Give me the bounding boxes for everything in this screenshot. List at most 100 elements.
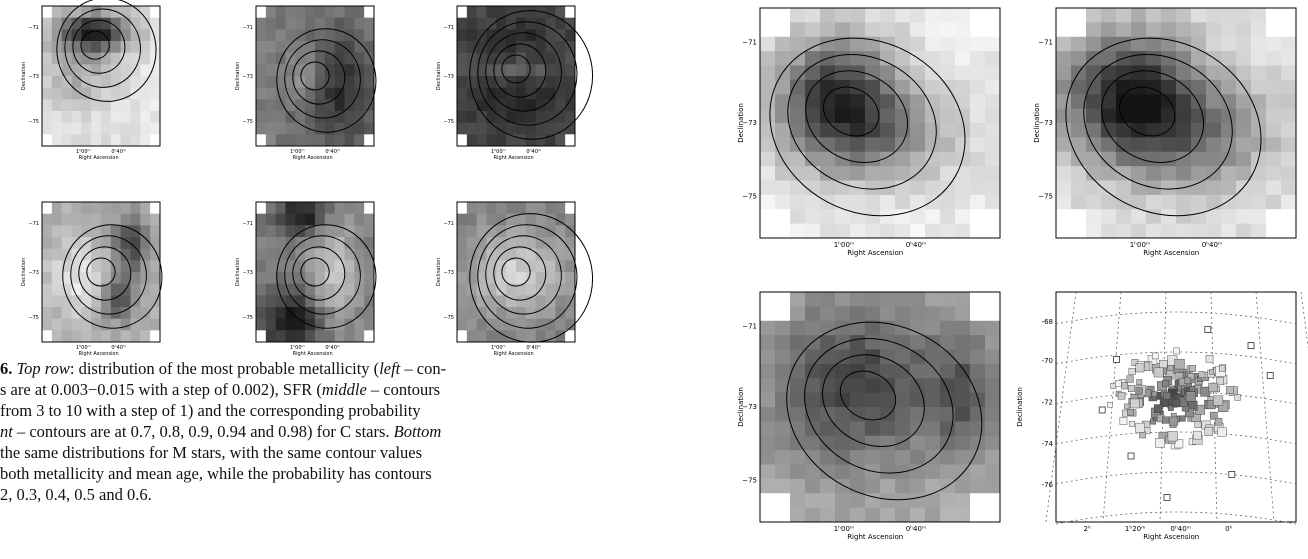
distribution-cell bbox=[1193, 430, 1202, 440]
pixel-cell bbox=[324, 213, 336, 226]
pixel-cell bbox=[865, 407, 881, 422]
pixel-cell bbox=[1101, 180, 1117, 196]
y-tick-label: −71 bbox=[443, 221, 454, 227]
pixel-cell bbox=[880, 123, 896, 138]
pixel-cell bbox=[820, 292, 836, 307]
pixel-cell bbox=[256, 283, 267, 296]
pixel-cell bbox=[910, 180, 926, 196]
contour-line bbox=[292, 246, 346, 301]
pixel-cell bbox=[895, 335, 911, 350]
pixel-cell bbox=[535, 64, 546, 77]
pixel-cell bbox=[61, 64, 72, 77]
pixel-cell bbox=[805, 94, 821, 110]
pixel-cell bbox=[476, 41, 487, 54]
pixel-cell bbox=[71, 213, 82, 226]
pixel-cell bbox=[1176, 22, 1192, 38]
pixel-cell bbox=[51, 318, 63, 331]
pixel-cell bbox=[1101, 123, 1117, 138]
pixel-cell bbox=[985, 151, 1001, 167]
pixel-cell bbox=[256, 87, 267, 100]
pixel-cell bbox=[140, 283, 151, 296]
pixel-cell bbox=[42, 134, 53, 147]
pixel-cell bbox=[150, 76, 161, 89]
pixel-cell bbox=[1146, 36, 1162, 52]
pixel-cell bbox=[275, 122, 286, 135]
pixel-cell bbox=[985, 22, 1001, 38]
pixel-cell bbox=[150, 318, 161, 331]
pixel-cell bbox=[555, 272, 566, 285]
pixel-cell bbox=[150, 6, 161, 19]
pixel-cell bbox=[1191, 209, 1207, 225]
distribution-cell bbox=[1216, 377, 1224, 386]
pixel-cell bbox=[305, 52, 316, 65]
pixel-cell bbox=[790, 123, 806, 138]
pixel-cell bbox=[865, 421, 881, 437]
pixel-cell bbox=[61, 76, 72, 89]
pixel-cell bbox=[61, 237, 72, 250]
pixel-cell bbox=[775, 435, 791, 451]
pixel-cell bbox=[775, 137, 791, 153]
pixel-cell bbox=[305, 64, 316, 77]
contour-line bbox=[62, 224, 163, 329]
pixel-cell bbox=[805, 209, 821, 225]
distribution-cell bbox=[1198, 371, 1206, 378]
pixel-cell bbox=[476, 225, 487, 238]
pixel-cell bbox=[910, 292, 926, 307]
pixel-cell bbox=[1131, 209, 1147, 225]
pixel-cell bbox=[486, 260, 497, 273]
pixel-cell bbox=[256, 248, 267, 261]
pixel-cell bbox=[42, 225, 53, 238]
pixel-cell bbox=[925, 137, 941, 153]
pixel-cell bbox=[364, 318, 375, 331]
pixel-cell bbox=[970, 363, 986, 379]
y-tick-label: −73 bbox=[443, 270, 454, 276]
y-tick-label: -70 bbox=[1042, 357, 1053, 365]
pixel-cell bbox=[1266, 151, 1282, 167]
pixel-cell bbox=[925, 180, 941, 196]
pixel-cell bbox=[101, 64, 112, 77]
pixel-cell bbox=[865, 493, 881, 509]
pixel-cell bbox=[42, 6, 53, 19]
pixel-cell bbox=[476, 330, 487, 343]
pixel-cell bbox=[880, 151, 896, 167]
pixel-cell bbox=[985, 166, 1001, 181]
pixel-cell bbox=[1146, 8, 1162, 23]
pixel-cell bbox=[516, 283, 527, 296]
pixel-cell bbox=[457, 41, 468, 54]
pixel-cell bbox=[1281, 194, 1297, 210]
y-tick-label: −73 bbox=[1038, 119, 1053, 127]
pixel-cell bbox=[925, 320, 941, 336]
pixel-cell bbox=[940, 464, 956, 480]
pixel-cell bbox=[42, 237, 53, 250]
pixel-cell bbox=[256, 52, 267, 65]
pixel-cell bbox=[130, 307, 141, 320]
pixel-cell bbox=[535, 272, 546, 285]
pixel-cell bbox=[120, 248, 131, 261]
pixel-cell bbox=[476, 122, 487, 135]
pixel-cell bbox=[130, 248, 141, 261]
pixel-cell bbox=[466, 99, 478, 112]
pixel-cell bbox=[1266, 209, 1282, 225]
pixel-cell bbox=[42, 272, 53, 285]
pixel-cell bbox=[835, 22, 851, 38]
contour-line bbox=[769, 37, 966, 217]
pixel-cell bbox=[820, 79, 836, 95]
pixel-cell bbox=[120, 6, 131, 19]
pixel-cell bbox=[130, 87, 141, 100]
contour-line bbox=[805, 70, 909, 164]
pixel-cell bbox=[850, 166, 866, 181]
pixel-cell bbox=[820, 223, 836, 239]
pixel-cell bbox=[486, 29, 497, 42]
distribution-cell bbox=[1107, 402, 1113, 408]
pixel-cell bbox=[1176, 51, 1192, 66]
pixel-cell bbox=[760, 306, 776, 322]
pixel-cell bbox=[865, 363, 881, 379]
pixel-cell bbox=[91, 225, 102, 238]
pixel-cell bbox=[61, 6, 72, 19]
pixel-cell bbox=[256, 213, 267, 226]
pixel-cell bbox=[285, 248, 296, 261]
x-tick-label: 0ʰ40ᵐ bbox=[111, 345, 126, 351]
pixel-grid bbox=[42, 6, 161, 147]
